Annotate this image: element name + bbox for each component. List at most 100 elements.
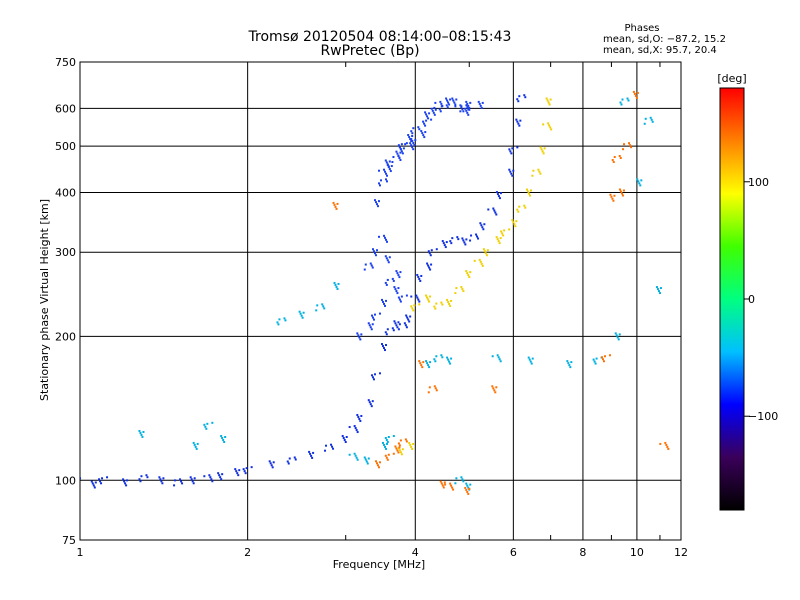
data-point bbox=[546, 99, 549, 102]
data-point bbox=[568, 364, 571, 367]
data-point bbox=[374, 254, 377, 257]
data-point bbox=[429, 268, 432, 271]
data-point bbox=[469, 101, 472, 104]
data-point bbox=[293, 456, 296, 459]
data-point bbox=[480, 106, 483, 109]
data-point bbox=[380, 298, 383, 301]
data-point bbox=[473, 259, 476, 262]
data-point bbox=[513, 223, 516, 226]
data-point bbox=[470, 234, 473, 237]
data-point bbox=[463, 241, 466, 244]
data-point bbox=[356, 413, 359, 416]
data-point bbox=[465, 482, 468, 485]
data-point bbox=[382, 347, 385, 350]
data-point bbox=[497, 240, 500, 243]
data-point bbox=[406, 316, 409, 319]
data-point bbox=[459, 104, 462, 107]
data-point bbox=[464, 107, 467, 110]
data-point bbox=[357, 415, 360, 418]
data-point bbox=[453, 101, 456, 104]
data-point bbox=[388, 256, 391, 259]
data-point bbox=[418, 277, 421, 280]
data-point bbox=[630, 146, 633, 149]
data-point bbox=[518, 205, 521, 208]
data-point bbox=[377, 169, 380, 172]
data-point bbox=[405, 326, 408, 329]
data-point bbox=[93, 486, 96, 489]
data-point bbox=[409, 443, 412, 446]
y-axis-label: Stationary phase Virtual Height [km] bbox=[38, 199, 51, 401]
data-point bbox=[91, 482, 94, 485]
series-4 bbox=[332, 90, 670, 495]
data-point bbox=[370, 405, 373, 408]
data-point bbox=[434, 360, 437, 363]
data-point bbox=[616, 336, 619, 339]
data-point bbox=[417, 298, 420, 301]
data-point bbox=[395, 270, 398, 273]
data-point bbox=[441, 484, 444, 487]
data-point bbox=[384, 454, 387, 457]
data-point bbox=[464, 243, 467, 246]
data-point bbox=[384, 344, 387, 347]
colorbar: [deg] 100 0 −100 bbox=[717, 72, 778, 511]
data-point bbox=[444, 246, 447, 249]
y-axis-ticks: 75 100 200 300 400 500 600 750 bbox=[55, 56, 76, 547]
data-point bbox=[448, 360, 451, 363]
data-point bbox=[385, 240, 388, 243]
y-tick-label: 300 bbox=[55, 246, 76, 259]
colorbar-tick-label: 0 bbox=[748, 293, 755, 306]
data-point bbox=[323, 307, 326, 310]
data-point bbox=[365, 460, 368, 463]
data-point bbox=[482, 228, 485, 231]
data-point bbox=[456, 236, 459, 239]
data-point bbox=[509, 170, 512, 173]
data-point bbox=[462, 110, 465, 113]
data-point bbox=[508, 148, 511, 151]
data-point bbox=[416, 273, 419, 276]
data-point bbox=[426, 296, 429, 299]
data-point bbox=[372, 250, 375, 253]
data-point bbox=[468, 106, 471, 109]
data-point bbox=[224, 435, 227, 438]
data-point bbox=[384, 281, 387, 284]
data-point bbox=[330, 443, 333, 446]
data-point bbox=[666, 445, 669, 448]
data-point bbox=[371, 323, 374, 326]
data-point bbox=[407, 134, 410, 137]
y-tick-label: 600 bbox=[55, 102, 76, 115]
data-point bbox=[528, 358, 531, 361]
data-point bbox=[221, 436, 224, 439]
data-point bbox=[372, 318, 375, 321]
data-point bbox=[549, 126, 552, 129]
data-point bbox=[610, 195, 613, 198]
data-point bbox=[399, 148, 402, 151]
data-point bbox=[364, 458, 367, 461]
data-point bbox=[434, 101, 437, 104]
data-point bbox=[392, 156, 395, 159]
data-point bbox=[594, 362, 597, 365]
data-point bbox=[569, 366, 572, 369]
grid-lines bbox=[80, 62, 681, 540]
data-point bbox=[376, 464, 379, 467]
data-point bbox=[531, 174, 534, 177]
data-point bbox=[308, 450, 311, 453]
data-point bbox=[512, 221, 515, 224]
data-point bbox=[511, 147, 514, 150]
data-point bbox=[517, 122, 520, 125]
data-point bbox=[397, 274, 400, 277]
data-point bbox=[511, 174, 514, 177]
data-point bbox=[158, 476, 161, 479]
data-point bbox=[595, 357, 598, 360]
data-point bbox=[457, 238, 460, 241]
data-point bbox=[537, 168, 540, 171]
data-point bbox=[449, 304, 452, 307]
data-point bbox=[404, 143, 407, 146]
data-point bbox=[426, 362, 429, 365]
data-point bbox=[302, 311, 305, 314]
data-point bbox=[173, 484, 176, 487]
data-point bbox=[309, 452, 312, 455]
data-point bbox=[649, 116, 652, 119]
data-point bbox=[223, 440, 226, 443]
data-point bbox=[665, 443, 668, 446]
